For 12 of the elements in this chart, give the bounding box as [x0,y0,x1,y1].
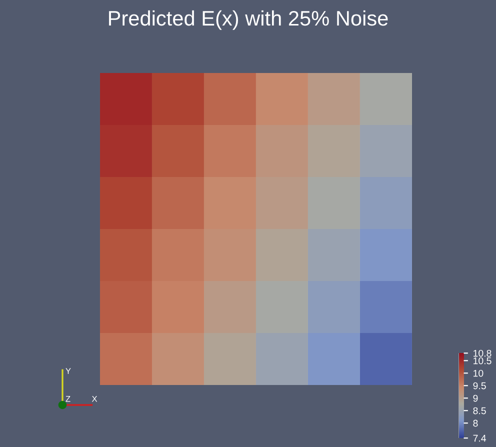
color-bar-label: 8 [473,420,478,427]
chart-title: Predicted E(x) with 25% Noise [109,10,388,30]
color-bar-label: 9.5 [473,382,486,390]
text: X [92,396,98,402]
color-bar-label: 10.5 [474,357,492,364]
text: Z [66,396,70,402]
color-bar-label: 10 [474,370,484,377]
color-bar-label: 8.5 [473,407,486,414]
color-bar-label: 9 [473,394,478,402]
color-bar-label: 7.4 [473,434,486,442]
text: Y [66,368,71,374]
color-bar-label: 10.8 [474,350,492,357]
